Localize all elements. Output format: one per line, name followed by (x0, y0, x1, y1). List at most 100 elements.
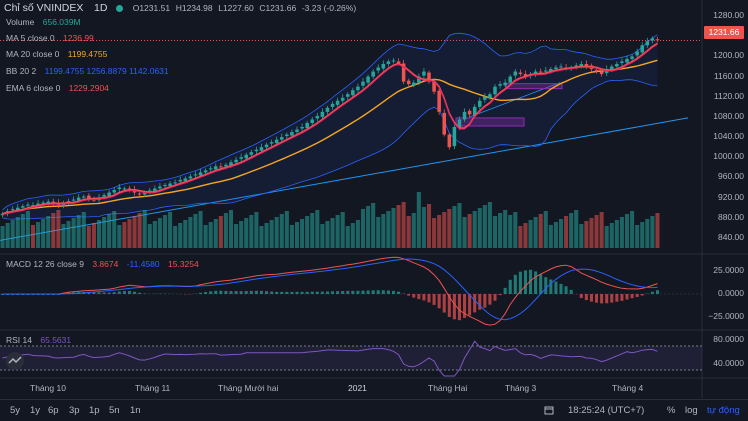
volume-bar (305, 216, 309, 248)
candle-body (300, 127, 304, 129)
volume-bar (417, 192, 421, 248)
ohlc-high: H1234.98 (176, 3, 213, 13)
log-toggle[interactable]: log (685, 405, 698, 416)
range-button-1y[interactable]: 1y (30, 405, 40, 416)
candle-body (625, 59, 629, 63)
candle-body (214, 166, 218, 169)
volume-bar (224, 213, 228, 248)
macd-histogram-bar (453, 294, 456, 319)
macd-histogram-bar (133, 292, 136, 294)
volume-bar (427, 204, 431, 248)
candle-body (371, 72, 375, 77)
volume-bar (554, 222, 558, 248)
range-button-5n[interactable]: 5n (109, 405, 120, 416)
volume-bar (270, 220, 274, 248)
volume-label: Volume (6, 17, 34, 27)
macd-histogram-bar (580, 294, 583, 298)
candle-body (559, 67, 563, 68)
auto-toggle[interactable]: tự động (707, 405, 740, 416)
ohlc-close: C1231.66 (259, 3, 296, 13)
macd-histogram-bar (387, 290, 390, 294)
range-button-1p[interactable]: 1p (89, 405, 100, 416)
volume-bar (650, 216, 654, 248)
range-button-1n[interactable]: 1n (130, 405, 141, 416)
price-tick-label: 960.00 (704, 171, 744, 181)
volume-bar (473, 211, 477, 248)
rsi-tick-label: 80.0000 (704, 334, 744, 344)
candle-body (189, 176, 193, 178)
range-button-3p[interactable]: 3p (69, 405, 80, 416)
volume-bar (229, 210, 233, 248)
candle-body (508, 77, 512, 83)
macd-histogram-bar (123, 291, 126, 294)
candle-body (204, 170, 208, 172)
macd-histogram-bar (615, 294, 618, 302)
macd-histogram-bar (641, 294, 644, 296)
legend-ema[interactable]: EMA 6 close 0 1229.2904 (6, 82, 109, 94)
volume-bar (564, 216, 568, 248)
candle-body (239, 157, 243, 159)
macd-histogram-bar (128, 291, 131, 294)
volume-bar (442, 212, 446, 248)
candle-body (118, 188, 122, 190)
macd-histogram-bar (326, 292, 329, 294)
candle-body (336, 101, 340, 105)
volume-bar (544, 211, 548, 248)
volume-bar (214, 219, 218, 248)
range-button-6p[interactable]: 6p (48, 405, 59, 416)
macd-histogram-bar (458, 294, 461, 320)
range-calendar-icon[interactable] (544, 405, 554, 418)
legend-macd[interactable]: MACD 12 26 close 9 3.8674 -11.4580 15.32… (6, 258, 199, 270)
candle-body (356, 87, 360, 91)
rsi-label: RSI 14 (6, 335, 32, 345)
macd-histogram-bar (559, 284, 562, 294)
volume-bar (112, 211, 116, 248)
volume-bar (366, 206, 370, 248)
time-tick-label: 2021 (348, 383, 367, 393)
macd-histogram-bar (295, 292, 298, 294)
tradingview-logo[interactable] (6, 352, 24, 370)
percent-toggle[interactable]: % (667, 405, 675, 416)
macd-histogram-bar (306, 292, 309, 294)
symbol-header: Chỉ số VNINDEX 1D O1231.51 H1234.98 L122… (4, 1, 356, 15)
legend-bb[interactable]: BB 20 2 1199.4755 1256.8879 1142.0631 (6, 65, 169, 77)
volume-bar (199, 211, 203, 248)
legend-ma20[interactable]: MA 20 close 0 1199.4755 (6, 48, 107, 60)
macd-histogram-bar (514, 275, 517, 294)
timeframe-label[interactable]: 1D (94, 2, 107, 14)
candle-body (392, 60, 396, 61)
candle-body (199, 172, 203, 175)
candle-body (483, 97, 487, 100)
volume-bar (122, 222, 126, 248)
volume-bar (183, 220, 187, 248)
symbol-name[interactable]: Chỉ số VNINDEX (4, 2, 83, 14)
candle-body (630, 56, 634, 59)
macd-histogram-bar (336, 291, 339, 294)
legend-volume[interactable]: Volume 656.039M (6, 16, 81, 28)
candle-body (448, 135, 452, 148)
volume-bar (356, 220, 360, 248)
candle-body (341, 98, 345, 101)
clock[interactable]: 18:25:24 (UTC+7) (568, 405, 644, 416)
range-button-5y[interactable]: 5y (10, 405, 20, 416)
volume-bar (605, 226, 609, 248)
macd-histogram-bar (224, 291, 227, 294)
macd-histogram-bar (316, 292, 319, 294)
candle-body (493, 87, 497, 95)
candle-body (285, 135, 289, 137)
legend-rsi[interactable]: RSI 14 65.5631 (6, 334, 71, 346)
candle-body (361, 82, 365, 86)
candle-body (138, 194, 142, 195)
legend-ma5[interactable]: MA 5 close 0 1236.99 (6, 32, 94, 44)
volume-bar (615, 220, 619, 248)
volume-bar (579, 224, 583, 248)
macd-histogram-bar (356, 291, 359, 294)
logo-icon (6, 352, 24, 370)
macd-histogram-bar (504, 288, 507, 294)
macd-histogram-bar (108, 293, 111, 294)
volume-bar (153, 221, 157, 248)
macd-histogram-bar (549, 280, 552, 294)
volume-bar (249, 215, 253, 248)
